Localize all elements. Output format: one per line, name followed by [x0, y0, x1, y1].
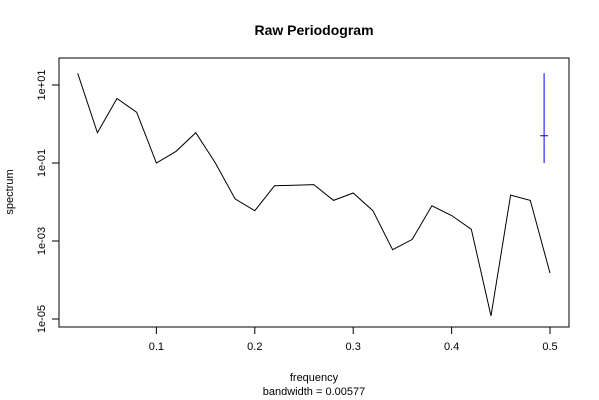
plot-frame	[58, 57, 570, 328]
y-tick-label: 1e-01	[36, 149, 48, 177]
y-tick-label: 1e+01	[36, 70, 48, 101]
x-tick-label: 0.4	[444, 341, 459, 353]
periodogram-line	[77, 73, 551, 317]
confidence-bar	[540, 73, 549, 163]
y-tick-label: 1e-05	[36, 305, 48, 333]
y-axis: 1e-05 1e-03 1e-01 1e+01	[36, 70, 60, 333]
y-tick-label: 1e-03	[36, 227, 48, 255]
chart-title: Raw Periodogram	[254, 22, 373, 38]
x-tick-label: 0.5	[542, 341, 557, 353]
y-axis-label: spectrum	[4, 169, 16, 214]
x-axis: 0.1 0.2 0.3 0.4 0.5	[149, 326, 558, 353]
x-tick-label: 0.1	[149, 341, 164, 353]
x-tick-label: 0.3	[346, 341, 361, 353]
x-tick-label: 0.2	[247, 341, 262, 353]
bandwidth-subtitle: bandwidth = 0.00577	[263, 386, 365, 398]
x-axis-label: frequency	[290, 372, 339, 384]
